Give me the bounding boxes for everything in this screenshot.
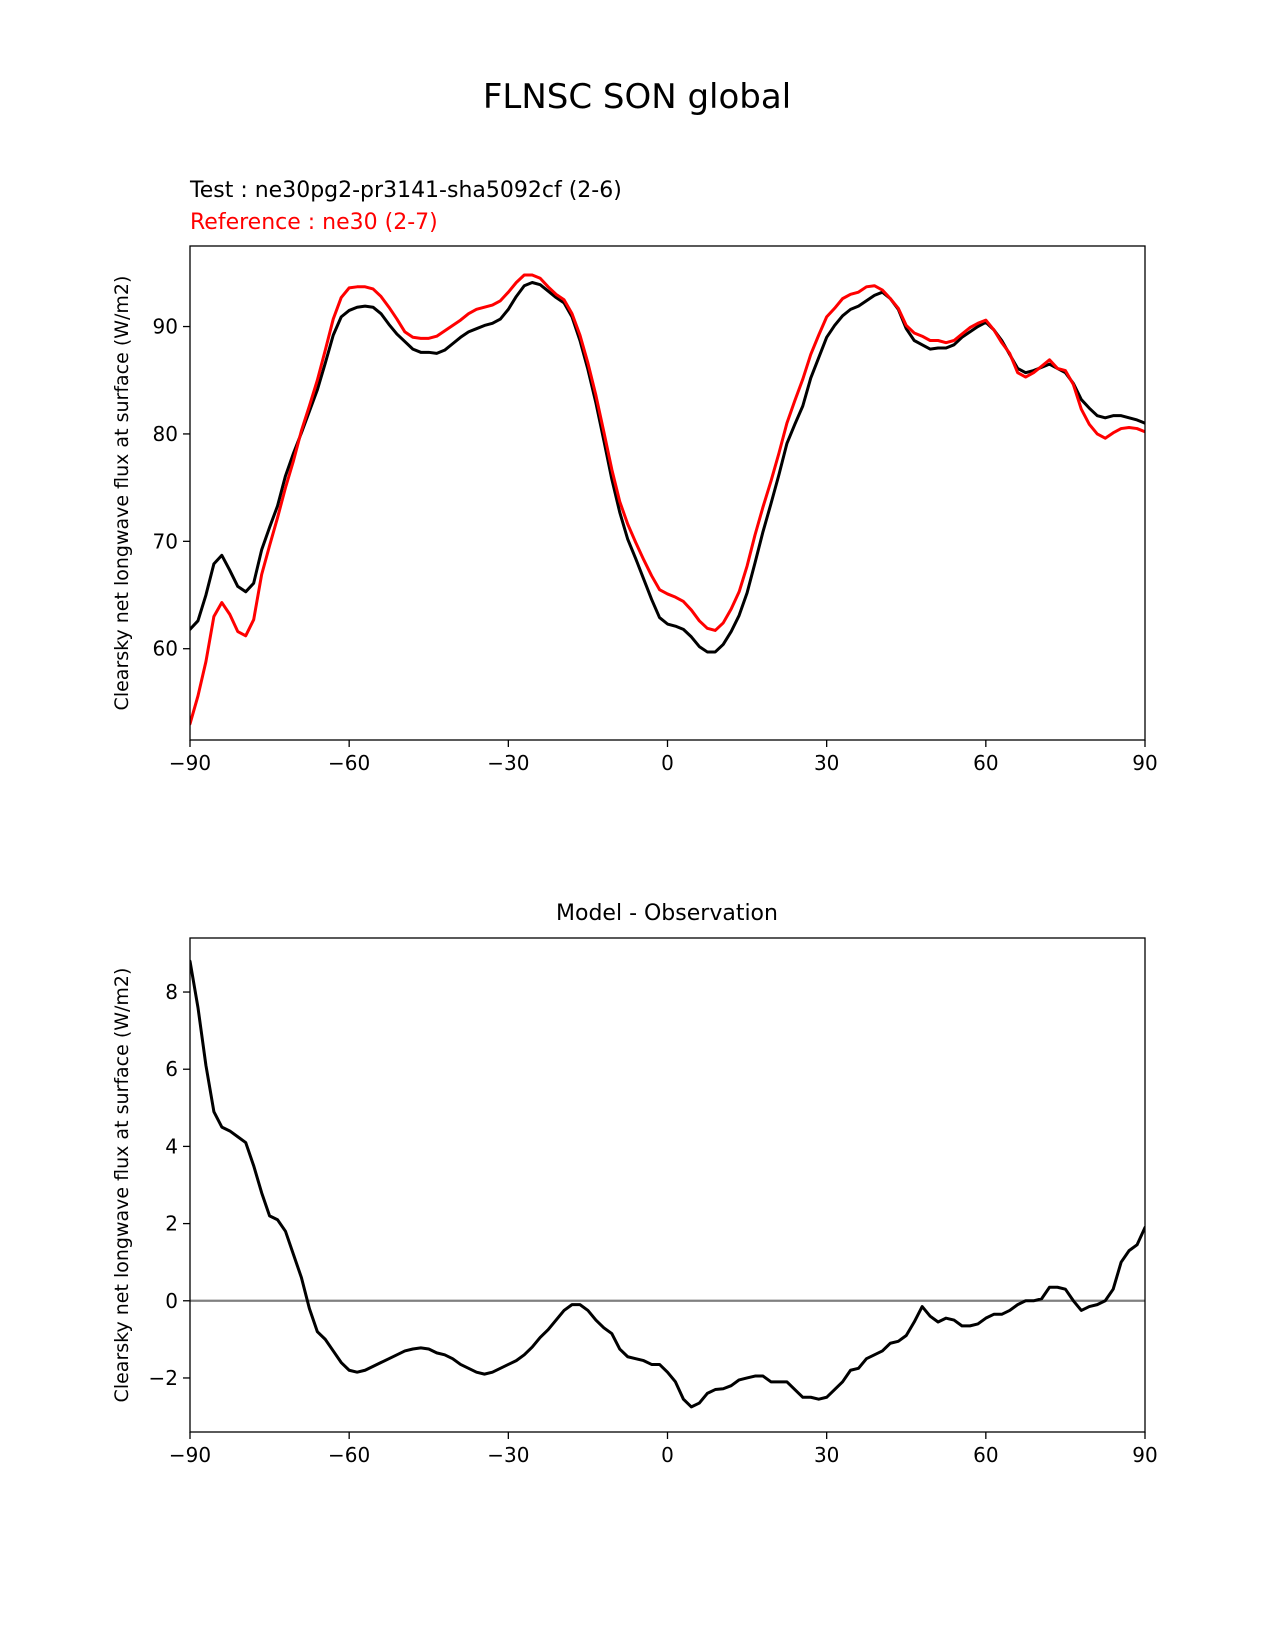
upper-y-tick-label: 70 (153, 529, 178, 553)
difference-title: Model - Observation (556, 901, 778, 926)
lower-x-tick-label: −30 (487, 1443, 529, 1467)
lower-x-tick-label: 0 (661, 1443, 674, 1467)
upper-x-tick-label: 60 (973, 751, 998, 775)
upper-x-tick-label: −90 (169, 751, 211, 775)
upper-series-test-line (190, 281, 1145, 654)
upper-series-reference-line (190, 273, 1145, 726)
lower-plot-frame (189, 937, 1146, 1433)
lower-x-tick-label: 60 (973, 1443, 998, 1467)
reference-label: Reference : ne30 (2-7) (190, 210, 438, 235)
lower-panel: Model - Observation −90 −60 −30 0 30 60 90 −2 0 2… (111, 901, 1158, 1467)
lower-y-tick-label: 2 (165, 1212, 178, 1236)
upper-x-tick-label: 0 (661, 751, 674, 775)
upper-x-tick-label: 90 (1132, 751, 1157, 775)
upper-panel: Test : ne30pg2-pr3141-sha5092cf (2-6) Re… (111, 178, 1158, 775)
upper-y-tick-label: 90 (153, 315, 178, 339)
lower-y-tick-label: 4 (165, 1134, 178, 1158)
lower-y-axis-label: Clearsky net longwave flux at surface (W… (111, 968, 133, 1403)
upper-y-tick-label: 80 (153, 422, 178, 446)
lower-x-tick-label: 90 (1132, 1443, 1157, 1467)
lower-y-tick-label: 8 (165, 980, 178, 1004)
upper-x-tick-label: 30 (814, 751, 839, 775)
lower-y-tick-label: 6 (165, 1057, 178, 1081)
upper-y-tick-label: 60 (153, 637, 178, 661)
upper-y-axis-label: Clearsky net longwave flux at surface (W… (111, 276, 133, 711)
figure-title: FLNSC SON global (483, 77, 791, 117)
upper-x-tick-label: −30 (487, 751, 529, 775)
test-label: Test : ne30pg2-pr3141-sha5092cf (2-6) (189, 178, 622, 203)
lower-y-tick-label: 0 (165, 1289, 178, 1313)
lower-x-tick-label: 30 (814, 1443, 839, 1467)
lower-y-tick-label: −2 (149, 1366, 178, 1390)
lower-series-model-observation-line (190, 959, 1145, 1409)
lower-x-tick-label: −60 (328, 1443, 370, 1467)
upper-x-tick-label: −60 (328, 751, 370, 775)
lower-x-tick-label: −90 (169, 1443, 211, 1467)
